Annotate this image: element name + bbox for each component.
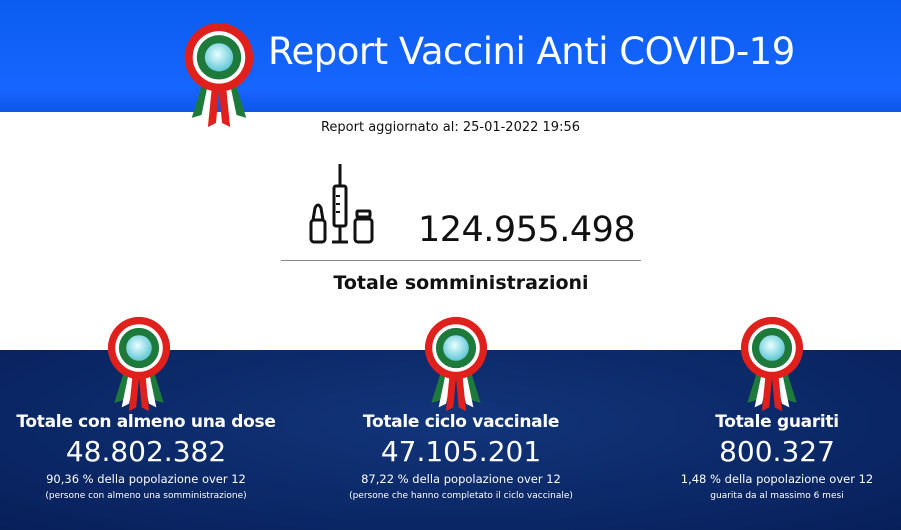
stat-note: (persone che hanno completato il ciclo v… (349, 491, 573, 501)
total-administrations-value: 124.955.498 (418, 210, 636, 250)
stat-percentage: 87,22 % della popolazione over 12 (361, 472, 561, 486)
stat-recovered: Totale guariti 800.327 1,48 % della popo… (627, 412, 901, 501)
vaccine-vials-syringe-icon (309, 164, 374, 244)
total-administrations-label: Totale somministrazioni (333, 272, 589, 294)
page-title: Report Vaccini Anti COVID-19 (268, 30, 795, 73)
stat-first-dose: Totale con almeno una dose 48.802.382 90… (0, 412, 296, 501)
stat-note: (persone con almeno una somministrazione… (45, 491, 247, 501)
stat-full-cycle: Totale ciclo vaccinale 47.105.201 87,22 … (311, 412, 611, 501)
stat-value: 47.105.201 (380, 435, 542, 468)
italian-cockade-icon (424, 316, 488, 412)
stat-value: 48.802.382 (65, 435, 227, 468)
italian-cockade-icon (182, 22, 256, 128)
stat-note: guarita da al massimo 6 mesi (710, 491, 844, 501)
stat-title: Totale ciclo vaccinale (362, 412, 560, 432)
header: Report Vaccini Anti COVID-19 (0, 0, 901, 112)
stat-value: 800.327 (719, 435, 835, 468)
italian-cockade-icon (740, 316, 804, 412)
stat-percentage: 90,36 % della popolazione over 12 (46, 472, 246, 486)
stat-title: Totale con almeno una dose (16, 412, 276, 432)
italian-cockade-icon (107, 316, 171, 412)
divider (281, 260, 641, 261)
stat-title: Totale guariti (715, 412, 839, 432)
stat-percentage: 1,48 % della popolazione over 12 (680, 472, 874, 486)
last-updated: Report aggiornato al: 25-01-2022 19:56 (320, 120, 580, 135)
